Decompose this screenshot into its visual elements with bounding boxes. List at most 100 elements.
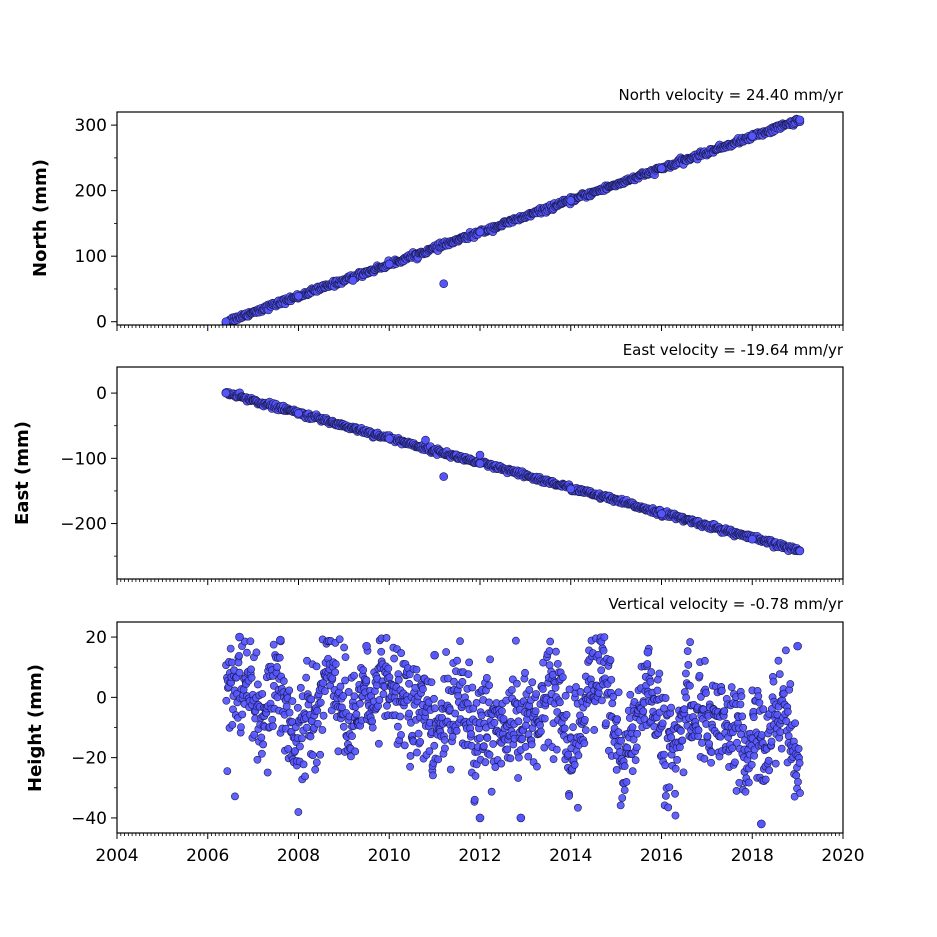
- data-point: [795, 759, 804, 767]
- sample-point: [362, 641, 371, 651]
- data-point: [658, 719, 667, 728]
- data-point: [247, 673, 256, 682]
- data-point: [677, 727, 685, 735]
- data-point: [628, 767, 637, 776]
- data-point: [781, 646, 790, 655]
- data-point: [377, 647, 386, 656]
- data-point: [665, 783, 674, 792]
- data-point: [678, 736, 687, 745]
- data-point: [580, 739, 589, 748]
- data-point: [235, 651, 243, 660]
- data-point: [483, 734, 492, 742]
- data-point: [321, 687, 329, 695]
- data-point: [468, 683, 477, 692]
- data-point: [303, 656, 311, 665]
- data-point: [612, 766, 621, 774]
- data-point: [419, 685, 427, 693]
- data-point: [313, 706, 322, 715]
- east-axes: 0 −100 −200: [60, 366, 844, 585]
- data-point: [442, 648, 451, 656]
- data-point: [485, 698, 493, 707]
- data-point: [613, 715, 622, 724]
- data-point: [783, 707, 792, 716]
- data-point: [302, 673, 311, 682]
- data-point: [291, 747, 300, 755]
- outlier-point: [348, 276, 358, 285]
- data-point: [414, 729, 423, 738]
- data-point: [622, 777, 631, 786]
- data-point: [424, 698, 433, 707]
- data-point: [237, 723, 245, 732]
- sample-point: [475, 227, 485, 237]
- data-point: [340, 643, 348, 652]
- y-tick-label: −40: [71, 809, 107, 829]
- data-point: [632, 743, 641, 752]
- x-tick-label: 2020: [821, 846, 864, 866]
- data-point: [390, 654, 398, 663]
- y-tick-label: −20: [71, 749, 107, 769]
- sample-point: [747, 534, 757, 544]
- data-point: [700, 754, 709, 763]
- data-point: [430, 741, 439, 750]
- data-point: [739, 723, 748, 732]
- y-tick-label: −100: [60, 449, 107, 469]
- data-point: [341, 676, 349, 685]
- data-point: [405, 709, 413, 718]
- data-point: [790, 792, 799, 801]
- data-point: [616, 801, 625, 810]
- data-point: [456, 637, 464, 646]
- sample-point: [384, 434, 394, 444]
- data-point: [671, 764, 680, 773]
- data-point: [243, 648, 251, 657]
- data-point: [285, 686, 294, 695]
- data-point: [633, 729, 642, 738]
- height-panel: Vertical velocity = -0.78 mm/yr Height (…: [25, 595, 865, 866]
- data-point: [545, 647, 554, 655]
- data-point: [602, 719, 610, 728]
- data-point: [646, 677, 655, 686]
- data-point: [679, 768, 688, 777]
- data-point: [731, 758, 739, 767]
- data-point: [759, 705, 768, 714]
- data-point: [531, 707, 540, 716]
- outlier-point: [439, 472, 449, 481]
- data-point: [379, 690, 388, 699]
- data-point: [775, 670, 784, 679]
- data-point: [702, 689, 710, 697]
- data-point: [545, 661, 554, 670]
- data-point: [348, 732, 356, 741]
- data-point: [222, 696, 231, 705]
- data-point: [629, 735, 638, 744]
- data-point: [465, 658, 474, 667]
- data-point: [356, 699, 364, 708]
- data-point: [774, 656, 783, 665]
- data-point: [700, 656, 709, 665]
- data-point: [676, 743, 684, 752]
- sample-point: [793, 641, 802, 651]
- vertical-velocity-title: Vertical velocity = -0.78 mm/yr: [608, 595, 843, 613]
- sample-point: [747, 131, 757, 141]
- data-point: [313, 719, 322, 728]
- x-tick-labels: 2004 2006 2008 2010 2012 2014 2016 2018 2020: [95, 846, 864, 866]
- x-tick-label: 2004: [95, 846, 138, 866]
- data-point: [695, 671, 704, 680]
- data-point: [231, 792, 239, 801]
- data-point: [429, 771, 437, 780]
- y-tick-label: 100: [75, 247, 107, 267]
- data-point: [707, 748, 716, 756]
- data-point: [475, 734, 484, 742]
- data-point: [664, 803, 673, 812]
- data-point: [288, 697, 297, 706]
- data-point: [698, 738, 706, 747]
- data-point: [486, 655, 494, 664]
- sample-point: [475, 813, 485, 823]
- data-point: [331, 660, 340, 669]
- data-point: [413, 748, 421, 757]
- data-point: [477, 711, 486, 720]
- x-tick-label: 2014: [549, 846, 592, 866]
- data-point: [339, 692, 348, 700]
- data-point: [600, 633, 609, 642]
- data-point: [546, 637, 555, 646]
- data-point: [765, 766, 774, 775]
- data-point: [574, 803, 582, 812]
